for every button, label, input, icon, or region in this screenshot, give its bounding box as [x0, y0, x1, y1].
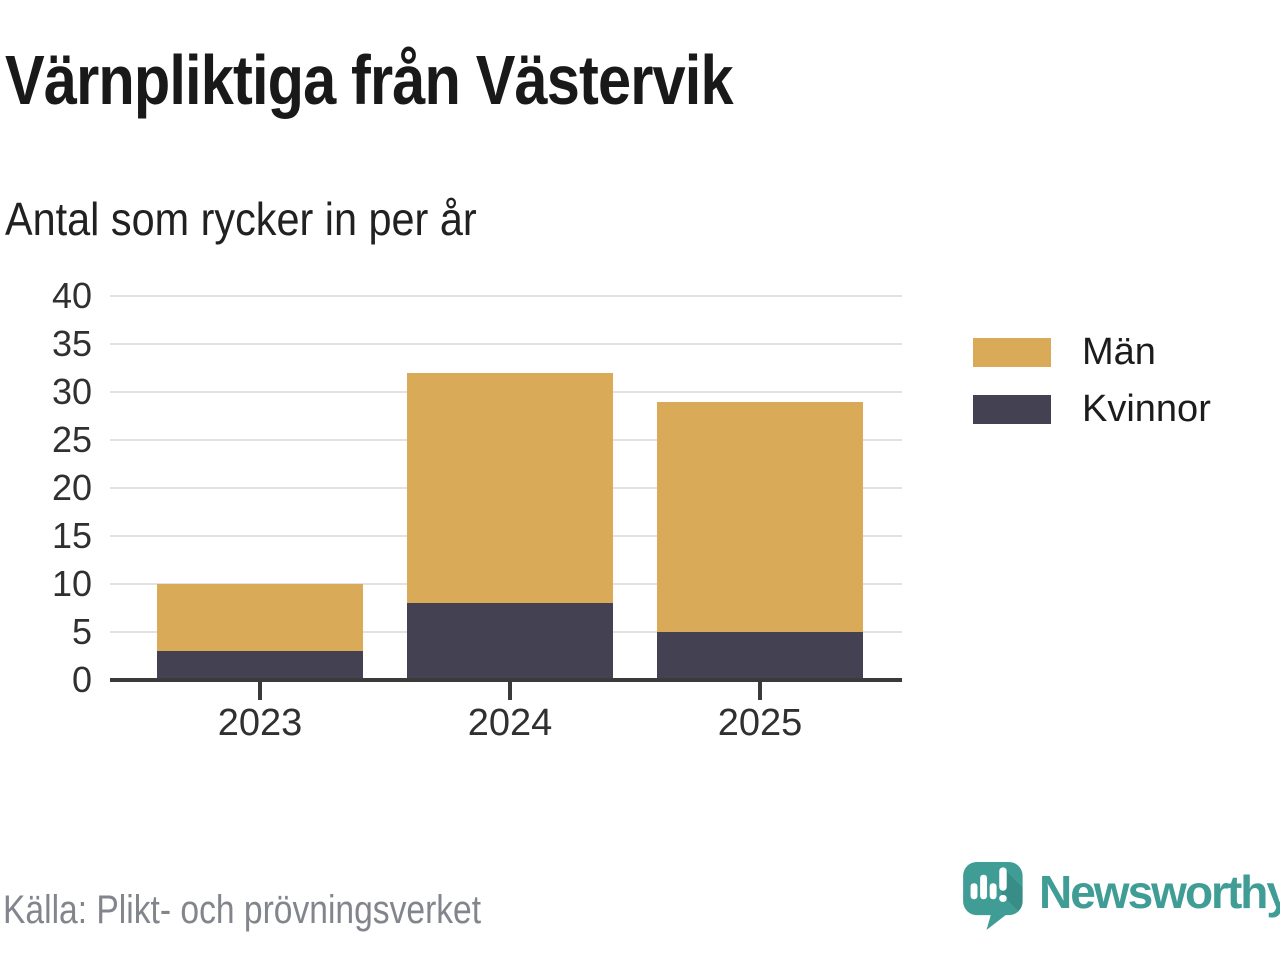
y-axis-tick-label-0: 0	[71, 659, 92, 700]
chart-subtitle: Antal som rycker in per år	[5, 193, 477, 245]
legend: Män Kvinnor	[973, 331, 1211, 451]
x-axis-tick-label-2024: 2024	[467, 702, 553, 744]
x-axis-tick-2025	[758, 682, 762, 700]
legend-label-män: Män	[1082, 330, 1156, 373]
bar-segment-män-2024	[407, 372, 613, 604]
y-axis-tick-label-25: 25	[51, 419, 92, 460]
y-axis-tick-label-5: 5	[71, 611, 92, 652]
bar-segment-män-2023	[157, 584, 363, 652]
newsworthy-speech-bubble-chart-icon	[963, 862, 1023, 930]
x-axis-tick-label-2025: 2025	[717, 702, 803, 744]
gridline-35	[110, 343, 902, 345]
x-axis-tick-2023	[258, 682, 262, 700]
bar-segment-kvinnor-2024	[407, 603, 613, 680]
legend-swatch-kvinnor	[973, 394, 1051, 424]
x-axis-tick-2024	[508, 682, 512, 700]
legend-item-män: Män	[973, 331, 1211, 373]
legend-swatch-män	[973, 337, 1051, 367]
bar-segment-kvinnor-2023	[157, 651, 363, 680]
newsworthy-logo: Newsworthy	[963, 862, 1280, 930]
legend-item-kvinnor: Kvinnor	[973, 388, 1211, 430]
bar-segment-män-2025	[657, 401, 863, 632]
x-axis-line	[110, 678, 902, 682]
y-axis-tick-label-15: 15	[51, 515, 92, 556]
bar-segment-kvinnor-2025	[657, 632, 863, 680]
y-axis-tick-label-30: 30	[51, 371, 92, 412]
y-axis-tick-label-10: 10	[51, 563, 92, 604]
x-axis-tick-label-2023: 2023	[217, 702, 303, 744]
gridline-40	[110, 295, 902, 297]
y-axis-tick-label-40: 40	[51, 275, 92, 316]
y-axis-tick-label-35: 35	[51, 323, 92, 364]
newsworthy-wordmark: Newsworthy	[1039, 866, 1280, 918]
y-axis-tick-label-20: 20	[51, 467, 92, 508]
chart-title: Värnpliktiga från Västervik	[5, 41, 734, 119]
legend-label-kvinnor: Kvinnor	[1082, 387, 1211, 430]
source-note: Källa: Plikt- och prövningsverket	[3, 888, 482, 932]
